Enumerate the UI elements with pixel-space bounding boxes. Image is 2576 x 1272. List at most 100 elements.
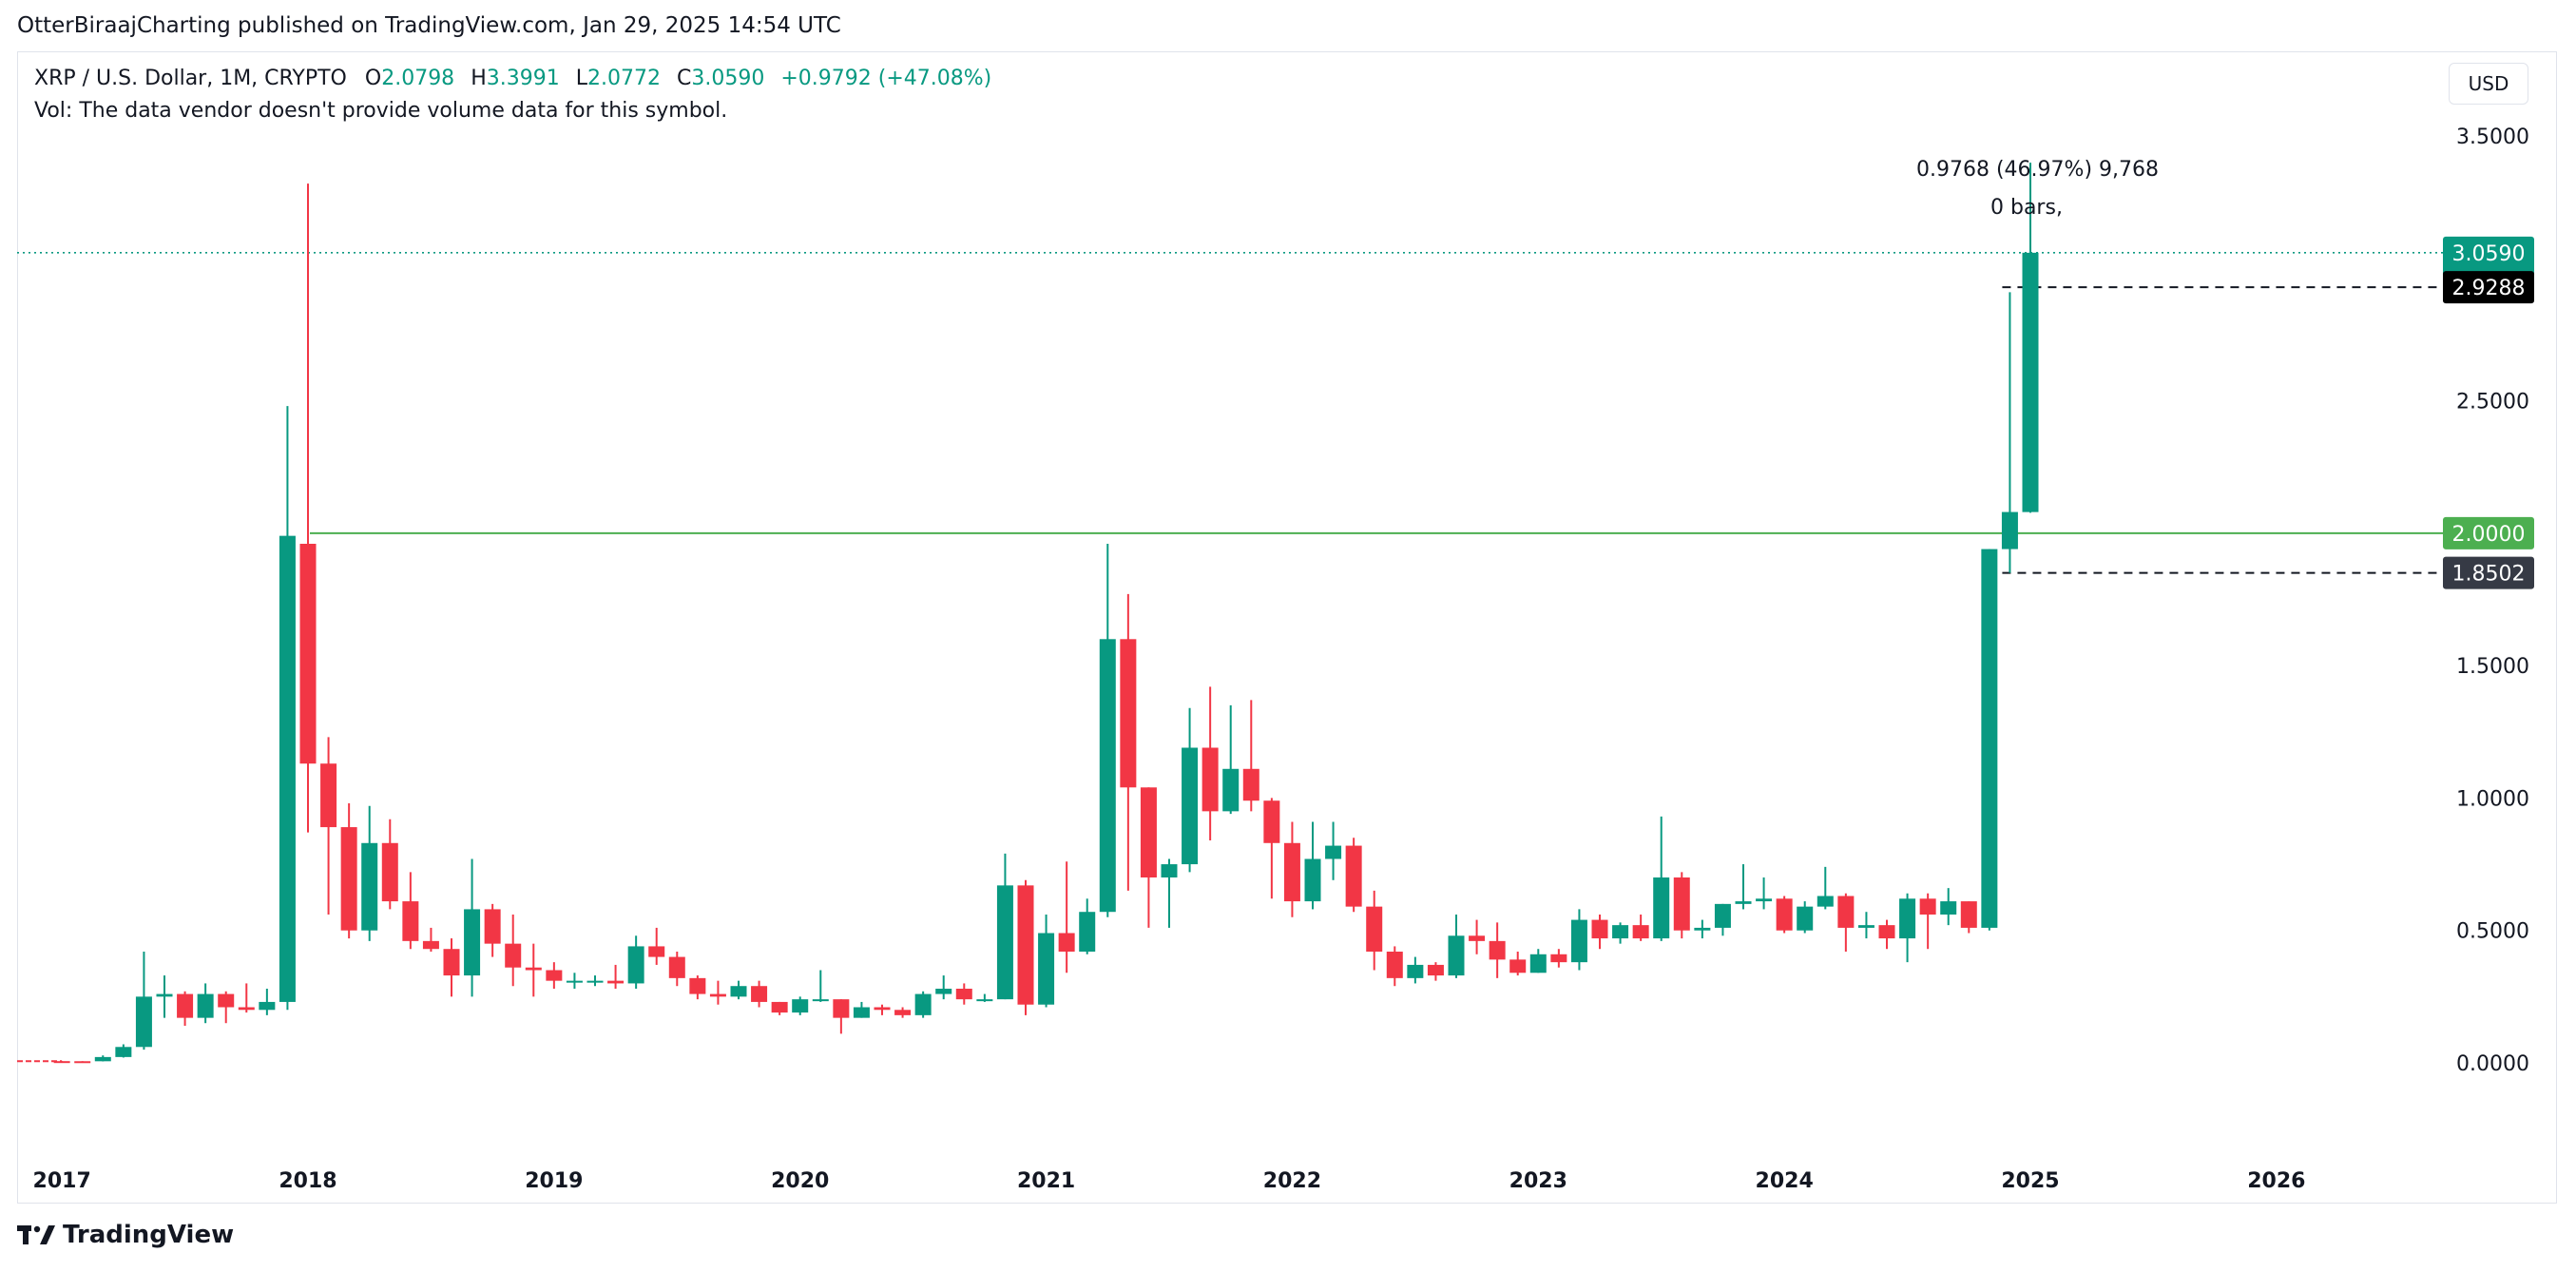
candle-body [1899,898,1916,939]
candle-body [546,970,563,981]
candle-body [1140,787,1157,877]
candle-body [1263,800,1280,843]
candle-body [1201,747,1219,812]
price-tag [2443,271,2534,304]
candle-body [771,1001,788,1013]
candle-body [74,1061,91,1064]
candle-body [1857,925,1874,928]
candle-body [1017,885,1034,1005]
candle-body [381,842,398,902]
candle-body [505,943,522,968]
candle-body [1469,935,1486,941]
tradingview-logo-icon [17,1225,55,1244]
candle-body [340,827,357,931]
candle-body [1735,901,1752,904]
y-tick-label: 0.0000 [2456,1052,2529,1076]
candle-body [525,967,542,971]
candle-body [627,946,644,984]
candle-body [668,956,685,978]
candle-body [1427,964,1444,976]
candle-body [1919,898,1936,915]
candle-body [935,989,952,994]
candle-body [1817,896,1834,907]
legend-close: 3.0590 [691,67,765,90]
candle-body [1756,898,1773,902]
candle-body [853,1007,870,1018]
candle-body [1837,896,1855,928]
candle-body [443,949,460,976]
publisher-line: OtterBiraajCharting published on Trading… [17,13,841,38]
x-year-label: 2025 [2001,1169,2059,1193]
candle-body [218,993,235,1008]
volume-note: Vol: The data vendor doesn't provide vol… [34,99,728,123]
candle-body [709,993,726,997]
candle-body [1489,940,1506,960]
candle-body [1120,639,1137,788]
measure-line-2: 0 bars, [1990,196,2063,220]
legend-c-label: C [676,67,692,90]
x-year-label: 2017 [33,1169,91,1193]
candle-body [279,535,296,1002]
price-tag [2443,516,2534,549]
candle-body [1366,906,1383,952]
price-tag-label: 3.0590 [2452,242,2526,266]
candle-body [914,993,932,1015]
candle-body [689,977,706,994]
candle-body [156,993,173,997]
candle-body [1673,877,1690,931]
x-year-label: 2026 [2247,1169,2305,1193]
x-year-label: 2024 [1756,1169,1814,1193]
candle-body [484,909,501,944]
candle-body [1694,927,1711,931]
candle-body [1960,901,1977,928]
price-tag-label: 2.9288 [2452,277,2526,300]
candle-body [1079,912,1096,952]
candle-body [1386,952,1403,978]
legend-symbol: XRP / U.S. Dollar, 1M, CRYPTO [34,67,347,90]
candle-body [299,544,317,764]
candle-body [833,999,850,1018]
y-tick-label: 0.5000 [2456,920,2529,944]
candle-body [586,980,604,983]
tradingview-logo[interactable]: TradingView [17,1221,234,1249]
x-year-label: 2023 [1509,1169,1567,1193]
candle-body [320,763,337,828]
legend-h-label: H [471,67,487,90]
candle-body [1632,925,1649,939]
candle-body [955,989,972,1000]
candle-body [996,885,1013,1000]
candle-body [1161,864,1178,877]
candle-body [1797,906,1814,931]
y-tick-label: 1.0000 [2456,787,2529,811]
candle-body [1570,919,1587,963]
currency-button[interactable]: USD [2449,63,2528,105]
legend-change: +0.9792 (+47.08%) [780,67,992,90]
price-tag-label: 1.8502 [2452,563,2526,587]
candle-body [751,986,768,1002]
ohlc-legend: XRP / U.S. Dollar, 1M, CRYPTO O2.0798 H3… [34,67,991,90]
candle-body [1612,925,1629,939]
candle-body [1653,877,1670,939]
candle-body [2022,252,2039,512]
candle-body [607,980,625,984]
x-year-label: 2019 [525,1169,583,1193]
candle-body [1407,964,1424,978]
x-year-label: 2020 [771,1169,829,1193]
candle-body [1182,747,1199,865]
candle-body [2001,511,2018,549]
x-year-label: 2018 [279,1169,336,1193]
candle-body [361,842,378,931]
candle-body [1714,903,1731,928]
candle-body [402,901,419,941]
candle-body [197,993,214,1018]
candle-body [894,1010,912,1015]
candle-body [1345,845,1362,907]
candle-body [1304,858,1321,902]
candle-body [177,993,194,1018]
candle-body [1591,919,1608,939]
candle-body [135,996,152,1048]
candle-body [1550,954,1567,963]
legend-low: 2.0772 [586,67,661,90]
candle-body [648,946,665,957]
